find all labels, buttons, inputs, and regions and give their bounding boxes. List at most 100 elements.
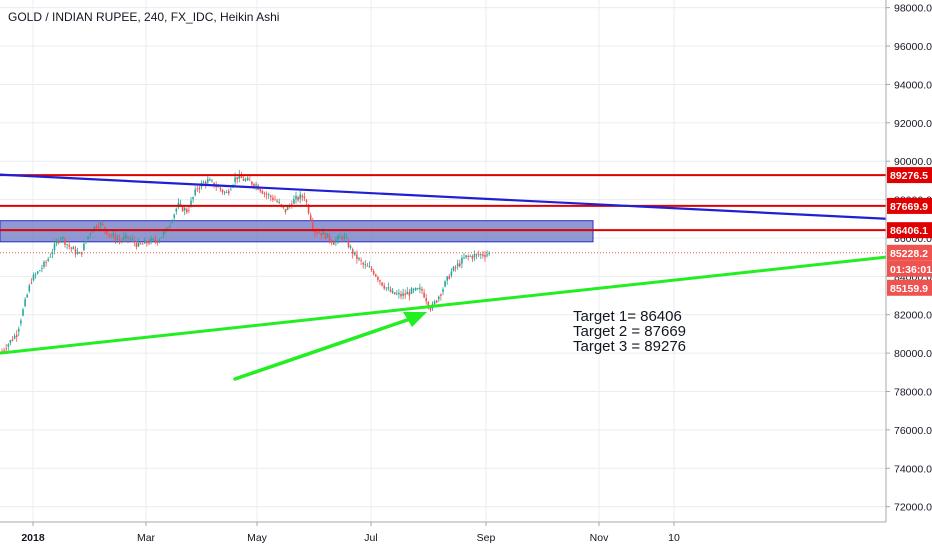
candle-body — [236, 177, 238, 180]
candle-body — [47, 259, 49, 261]
candle-body — [219, 187, 222, 190]
candle-body — [324, 233, 327, 239]
price-badges: 89276.5 87669.9 86406.1 85228.2 01:36:01 8515… — [887, 167, 932, 296]
candle-body — [225, 192, 228, 194]
candle-body — [404, 293, 406, 296]
price-tick-label: 76000.0 — [894, 425, 932, 437]
candle-body — [91, 231, 94, 233]
candle-body — [463, 257, 465, 259]
candle-body — [278, 202, 280, 203]
candle-body — [194, 189, 196, 195]
green-arrow-annotation — [233, 312, 427, 381]
candle-body — [127, 236, 129, 239]
candle-body — [181, 206, 184, 212]
candle-body — [60, 238, 62, 240]
candle-body — [484, 255, 486, 258]
candle-body — [303, 196, 306, 199]
resistance-trendline[interactable] — [0, 173, 887, 220]
candle-body — [379, 280, 381, 282]
candle-body — [30, 282, 33, 284]
candle-body — [253, 184, 255, 187]
candle-body — [11, 339, 14, 341]
candle-body — [114, 235, 117, 241]
candle-body — [209, 179, 211, 181]
candle-body — [469, 255, 472, 257]
chart-grid — [0, 0, 886, 522]
candle-body — [389, 289, 392, 292]
time-axis[interactable]: 2018 Mar May Jul Sep Nov 10 — [0, 521, 932, 550]
candle-body — [3, 349, 5, 351]
candle-body — [131, 238, 133, 240]
candle-body — [240, 176, 243, 179]
candle-body — [398, 292, 400, 295]
candle-body — [110, 235, 112, 237]
candle-body — [102, 224, 104, 226]
candle-body — [316, 231, 318, 234]
candle-body — [465, 255, 467, 258]
candle-body — [335, 240, 337, 243]
candle-body — [5, 348, 7, 350]
price-tick-label: 82000.0 — [894, 310, 932, 322]
candle-body — [421, 289, 423, 291]
candle-body — [217, 186, 220, 188]
candle-body — [106, 230, 108, 235]
candle-body — [370, 268, 373, 271]
time-tick-label: Mar — [137, 532, 156, 544]
candle-body — [343, 235, 346, 239]
candle-body — [402, 293, 404, 296]
candle-body — [328, 235, 331, 241]
candle-body — [318, 232, 320, 234]
candle-body — [141, 243, 144, 245]
candle-body — [400, 294, 402, 297]
candle-body — [169, 226, 171, 227]
candle-body — [320, 232, 322, 236]
candle-body — [408, 292, 411, 296]
candle-body — [78, 252, 81, 254]
bid-price-badge-bg — [887, 279, 932, 296]
bid-price-badge: 85159.9 — [890, 283, 928, 295]
candle-body — [444, 281, 446, 287]
support-trendline[interactable] — [0, 255, 887, 355]
time-tick-label: 10 — [668, 532, 680, 544]
candle-body — [419, 287, 421, 290]
candle-body — [211, 180, 213, 182]
candle-body — [179, 203, 182, 205]
candle-body — [72, 247, 75, 250]
candle-body — [385, 287, 388, 289]
candle-body — [433, 301, 436, 304]
candle-body — [36, 271, 39, 274]
candle-body — [234, 177, 236, 182]
level-badge-bg — [887, 167, 932, 184]
candle-body — [471, 256, 474, 259]
candle-body — [259, 189, 262, 192]
candle-body — [427, 302, 430, 307]
candle-body — [341, 236, 343, 240]
level-badge: 87669.9 — [890, 201, 928, 213]
candle-body — [270, 195, 272, 198]
candle-body — [112, 233, 115, 237]
candle-body — [333, 242, 335, 245]
candle-body — [28, 285, 31, 292]
time-axis-bg — [0, 522, 932, 550]
candle-series — [1, 169, 490, 354]
candle-body — [425, 298, 427, 302]
candle-body — [282, 207, 285, 208]
price-tick-label: 74000.0 — [894, 463, 932, 475]
candle-body — [104, 226, 106, 230]
candle-body — [272, 197, 274, 200]
candle-body — [20, 320, 22, 324]
candle-body — [322, 231, 325, 235]
candle-body — [356, 254, 358, 259]
candle-body — [280, 204, 283, 206]
candle-body — [51, 252, 54, 254]
candle-body — [154, 239, 157, 242]
candle-body — [440, 294, 442, 296]
price-tick-label: 78000.0 — [894, 387, 932, 399]
candle-body — [345, 237, 348, 239]
candle-body — [158, 240, 161, 241]
candle-body — [263, 193, 266, 195]
candle-body — [360, 260, 362, 262]
candle-body — [351, 249, 354, 254]
